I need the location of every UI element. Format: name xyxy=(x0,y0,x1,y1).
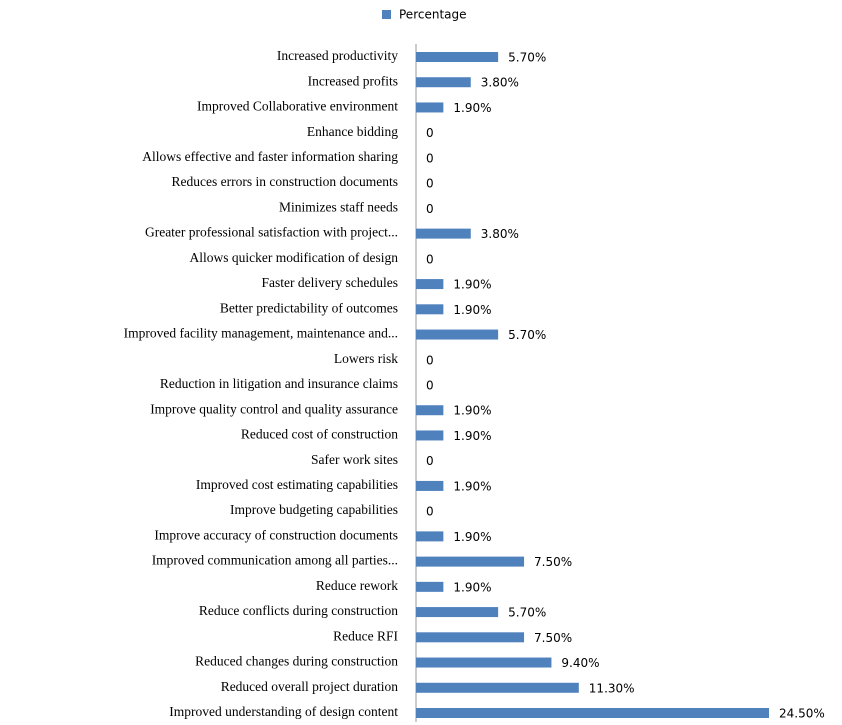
value-label: 3.80% xyxy=(481,227,519,241)
value-label: 0 xyxy=(426,177,434,191)
value-label: 0 xyxy=(426,454,434,468)
category-label: Improve quality control and quality assu… xyxy=(150,401,398,416)
value-label: 1.90% xyxy=(453,404,491,418)
bar xyxy=(416,329,499,340)
category-label: Improved facility management, maintenanc… xyxy=(124,326,398,341)
category-label: Better predictability of outcomes xyxy=(220,300,398,315)
value-label: 0 xyxy=(426,353,434,367)
category-label: Improve accuracy of construction documen… xyxy=(154,527,398,542)
value-label: 0 xyxy=(426,151,434,165)
bar xyxy=(416,77,471,88)
value-label: 1.90% xyxy=(453,101,491,115)
legend-label: Percentage xyxy=(399,8,467,22)
category-label: Lowers risk xyxy=(334,351,398,366)
category-label: Improved understanding of design content xyxy=(169,704,398,719)
value-label: 0 xyxy=(426,505,434,519)
bar xyxy=(416,632,525,643)
value-label: 0 xyxy=(426,202,434,216)
value-label: 0 xyxy=(426,126,434,140)
bar xyxy=(416,556,525,567)
category-label: Greater professional satisfaction with p… xyxy=(145,225,398,240)
category-label: Faster delivery schedules xyxy=(262,275,398,290)
category-label: Safer work sites xyxy=(311,452,398,467)
value-label: 11.30% xyxy=(589,681,635,695)
category-label: Reduced cost of construction xyxy=(241,427,398,442)
category-label: Reduces errors in construction documents xyxy=(172,174,398,189)
category-label: Enhance bidding xyxy=(307,124,398,139)
value-label: 1.90% xyxy=(453,530,491,544)
bar xyxy=(416,52,499,62)
bar xyxy=(416,682,579,693)
value-label: 5.70% xyxy=(508,606,546,620)
value-label: 0 xyxy=(426,252,434,266)
bar xyxy=(416,480,444,491)
category-label: Increased productivity xyxy=(277,48,398,63)
bar xyxy=(416,279,444,290)
value-label: 1.90% xyxy=(453,303,491,317)
legend-swatch xyxy=(382,10,391,19)
bar xyxy=(416,228,471,239)
bar xyxy=(416,657,552,668)
category-label: Improved Collaborative environment xyxy=(197,99,398,114)
bar xyxy=(416,304,444,315)
category-label: Improve budgeting capabilities xyxy=(230,502,398,517)
category-label: Allows quicker modification of design xyxy=(190,250,399,265)
value-label: 9.40% xyxy=(561,656,599,670)
category-label: Reduction in litigation and insurance cl… xyxy=(160,376,398,391)
bar xyxy=(416,581,444,592)
category-label: Minimizes staff needs xyxy=(279,199,398,214)
value-label: 1.90% xyxy=(453,429,491,443)
category-label: Reduce RFI xyxy=(333,628,398,643)
category-label: Improved communication among all parties… xyxy=(152,553,398,568)
category-label: Reduced overall project duration xyxy=(221,679,399,694)
category-label: Reduce conflicts during construction xyxy=(199,603,398,618)
value-label: 1.90% xyxy=(453,278,491,292)
bar xyxy=(416,708,769,718)
value-label: 5.70% xyxy=(508,51,546,65)
value-label: 1.90% xyxy=(453,479,491,493)
value-label: 0 xyxy=(426,379,434,393)
value-label: 24.50% xyxy=(779,707,825,721)
bar xyxy=(416,430,444,441)
value-label: 5.70% xyxy=(508,328,546,342)
category-label: Improved cost estimating capabilities xyxy=(196,477,398,492)
value-label: 1.90% xyxy=(453,580,491,594)
category-label: Allows effective and faster information … xyxy=(142,149,398,164)
bar xyxy=(416,531,444,542)
bar xyxy=(416,607,499,618)
category-label: Increased profits xyxy=(308,73,398,88)
category-label: Reduce rework xyxy=(316,578,398,593)
bar xyxy=(416,102,444,113)
value-label: 7.50% xyxy=(534,631,572,645)
category-label: Reduced changes during construction xyxy=(195,654,398,669)
bar xyxy=(416,405,444,416)
value-label: 7.50% xyxy=(534,555,572,569)
value-label: 3.80% xyxy=(481,76,519,90)
